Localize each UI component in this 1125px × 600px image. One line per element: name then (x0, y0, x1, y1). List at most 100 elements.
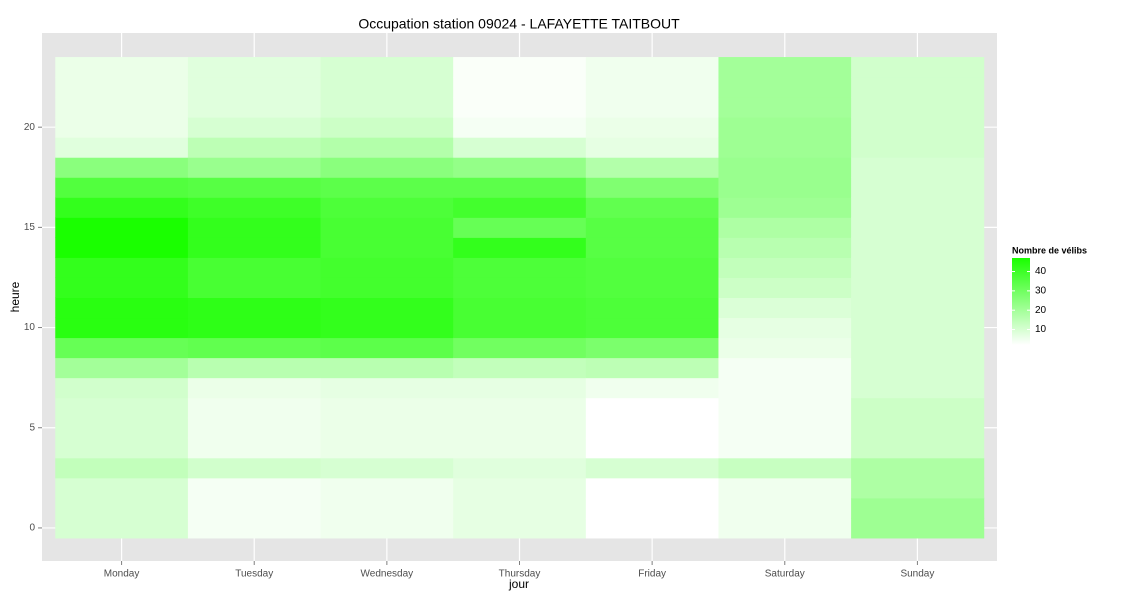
heat-cell (453, 417, 587, 439)
heat-cell (585, 297, 719, 319)
heat-cell (585, 257, 719, 278)
heat-cell (55, 457, 189, 479)
heat-cell (453, 217, 587, 238)
heat-cell (585, 317, 719, 339)
heat-cell (718, 357, 852, 379)
heat-cell (585, 337, 719, 359)
heat-cell (851, 277, 985, 299)
heat-cell (851, 337, 985, 359)
x-tick-label: Tuesday (235, 569, 273, 580)
heat-cell (187, 517, 322, 539)
heat-cell (718, 517, 852, 539)
heat-cell (453, 177, 587, 198)
heat-cell (320, 417, 454, 439)
heat-cell (320, 457, 454, 479)
heat-cell (851, 57, 985, 78)
heat-cell (320, 397, 454, 419)
heat-cell (718, 377, 852, 399)
heat-cell (187, 337, 322, 359)
heat-cell (718, 457, 852, 479)
heat-cell (187, 317, 322, 339)
y-tick-label: 0 (29, 523, 35, 534)
heat-cell (453, 257, 587, 278)
heat-cell (585, 277, 719, 299)
heat-cell (718, 437, 852, 459)
heat-cell (585, 217, 719, 238)
heat-cell (320, 57, 454, 78)
heat-cell (718, 417, 852, 439)
heat-cell (187, 257, 322, 278)
heat-cell (55, 397, 189, 419)
heat-cell (585, 197, 719, 218)
heat-cell (320, 277, 454, 299)
heat-cell (718, 77, 852, 98)
heat-cell (718, 237, 852, 258)
heat-cell (851, 97, 985, 118)
x-tick-label: Sunday (900, 569, 934, 580)
heat-cell (851, 457, 985, 479)
heat-cell (718, 497, 852, 519)
heat-cell (851, 157, 985, 178)
heat-cell (585, 117, 719, 138)
heat-cell (453, 477, 587, 499)
heat-cell (851, 497, 985, 519)
heat-cell (718, 57, 852, 78)
heat-cell (187, 497, 322, 519)
heat-cell (55, 157, 189, 178)
legend-colorbar (1012, 258, 1030, 345)
heat-cell (453, 457, 587, 479)
x-axis-label: jour (508, 577, 529, 591)
heat-cell (320, 217, 454, 238)
legend-tick-label: 10 (1035, 324, 1047, 335)
heat-cell (453, 357, 587, 379)
heat-cell (851, 317, 985, 339)
heat-cell (55, 417, 189, 439)
heat-cell (718, 177, 852, 198)
heat-cell (851, 137, 985, 158)
heat-cell (187, 137, 322, 158)
heat-cell (187, 417, 322, 439)
heat-cell (55, 77, 189, 98)
heat-cell (718, 337, 852, 359)
heat-cell (320, 157, 454, 178)
heat-cell (585, 477, 719, 499)
heat-cell (453, 337, 587, 359)
heat-cell (187, 397, 322, 419)
heat-cell (718, 397, 852, 419)
heat-cell (851, 257, 985, 278)
heat-cell (55, 277, 189, 299)
legend-title: Nombre de vélibs (1012, 245, 1087, 255)
heat-cell (585, 457, 719, 479)
heat-cell (453, 57, 587, 78)
heat-cell (851, 177, 985, 198)
heat-cell (187, 377, 322, 399)
x-tick-label: Monday (104, 569, 140, 580)
heat-cell (585, 77, 719, 98)
heat-cell (187, 157, 322, 178)
heat-cell (187, 457, 322, 479)
heat-cell (55, 137, 189, 158)
x-tick-label: Saturday (765, 569, 805, 580)
heat-cell (187, 437, 322, 459)
heat-cell (453, 237, 587, 258)
heat-cell (585, 417, 719, 439)
heat-cell (320, 517, 454, 539)
heat-cell (320, 97, 454, 118)
heat-cell (585, 517, 719, 539)
y-axis-label: heure (8, 281, 22, 312)
heat-cell (55, 337, 189, 359)
heat-cell (851, 377, 985, 399)
heat-cell (718, 117, 852, 138)
heat-cell (453, 377, 587, 399)
heat-cell (585, 397, 719, 419)
heat-cell (718, 157, 852, 178)
heat-cell (851, 297, 985, 319)
heat-cell (585, 497, 719, 519)
heat-cell (320, 337, 454, 359)
heat-cell (453, 197, 587, 218)
legend-tick-label: 40 (1035, 266, 1047, 277)
x-tick-label: Thursday (499, 569, 541, 580)
heat-cell (718, 257, 852, 278)
heat-cell (718, 277, 852, 299)
